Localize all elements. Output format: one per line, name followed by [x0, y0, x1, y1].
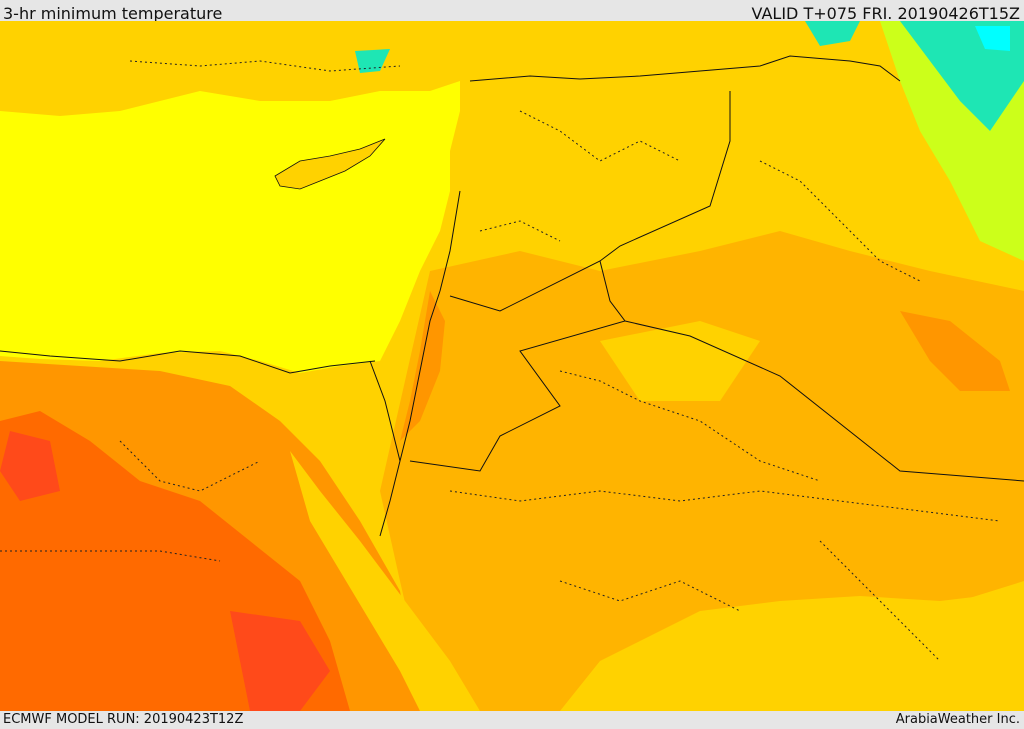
map-title: 3-hr minimum temperature	[3, 4, 223, 22]
cooler-band-south	[640, 591, 1024, 711]
temperature-map	[0, 21, 1024, 711]
admin-borders	[0, 60, 1001, 662]
cooler-patch-north	[600, 321, 760, 401]
cold-patch-north	[805, 21, 860, 46]
hot-patch-iraq	[900, 311, 1010, 391]
cold-patch-small	[355, 49, 390, 73]
cyprus-island	[274, 138, 386, 190]
warm-zone-arabia	[380, 231, 1024, 711]
mediterranean-sea	[0, 81, 460, 373]
country-borders	[0, 55, 1024, 537]
hottest-patch-egypt	[0, 431, 60, 501]
hottest-patch-egypt-south	[230, 611, 330, 711]
cool-zone-north	[0, 21, 1024, 201]
valid-time: VALID T+075 FRI. 20190426T15Z	[751, 4, 1020, 22]
credit-label: ArabiaWeather Inc.	[895, 712, 1020, 727]
footer-bar: ECMWF MODEL RUN: 20190423T12Z ArabiaWeat…	[0, 711, 1024, 729]
model-run-label: ECMWF MODEL RUN: 20190423T12Z	[3, 712, 244, 727]
red-sea	[290, 451, 480, 711]
levant-hot-strip	[400, 291, 445, 441]
header-bar: 3-hr minimum temperature VALID T+075 FRI…	[0, 0, 1024, 21]
coldest-patch	[975, 26, 1010, 51]
